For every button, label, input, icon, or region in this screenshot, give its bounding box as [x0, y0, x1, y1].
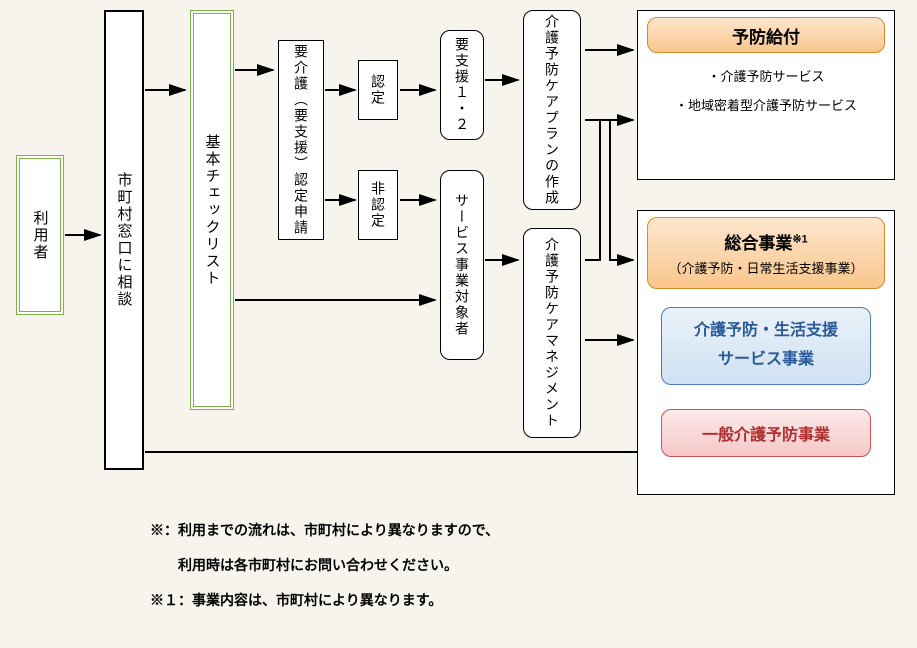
- title-comprehensive-label: 総合事業: [724, 234, 792, 253]
- node-service-target: サービス事業対象者: [440, 170, 484, 360]
- title-prevention-benefit: 予防給付: [647, 17, 885, 53]
- node-care-plan-label: 介護予防ケアプランの作成: [542, 14, 562, 206]
- node-application: 要介護（要支援）認定申請: [278, 40, 324, 240]
- node-application-label: 要介護（要支援）認定申請: [291, 44, 311, 236]
- node-support12-label: 要支援１・２: [452, 37, 472, 133]
- title-comprehensive: 総合事業※1 （介護予防・日常生活支援事業）: [647, 217, 885, 289]
- node-user-label: 利用者: [30, 210, 51, 261]
- box-red-general: 一般介護予防事業: [661, 409, 871, 457]
- node-user: 利用者: [16, 155, 64, 315]
- prevention-item-1: ・地域密着型介護予防サービス: [638, 92, 894, 121]
- node-not-certified-label: 非認定: [368, 181, 388, 229]
- node-service-target-label: サービス事業対象者: [452, 193, 472, 337]
- node-city-window: 市町村窓口に相談: [104, 10, 144, 470]
- container-prevention-benefit: 予防給付 ・介護予防サービス ・地域密着型介護予防サービス: [637, 10, 895, 180]
- node-checklist-label: 基本チェックリスト: [202, 134, 223, 287]
- container-comprehensive: 総合事業※1 （介護予防・日常生活支援事業） 介護予防・生活支援 サービス事業 …: [637, 210, 895, 495]
- node-checklist: 基本チェックリスト: [190, 10, 234, 410]
- node-care-mgmt-label: 介護予防ケアマネジメント: [542, 237, 562, 429]
- note-line-1: ※：利用までの流れは、市町村により異なりますので、: [150, 520, 499, 540]
- node-care-plan: 介護予防ケアプランの作成: [523, 10, 581, 210]
- prevention-benefit-items: ・介護予防サービス ・地域密着型介護予防サービス: [638, 63, 894, 120]
- box-blue-service: 介護予防・生活支援 サービス事業: [661, 307, 871, 385]
- node-support12: 要支援１・２: [440, 30, 484, 140]
- box-blue-service-label: 介護予防・生活支援 サービス事業: [694, 317, 838, 375]
- node-city-window-label: 市町村窓口に相談: [114, 172, 135, 308]
- node-care-mgmt: 介護予防ケアマネジメント: [523, 228, 581, 438]
- title-comprehensive-subtitle: （介護予防・日常生活支援事業）: [668, 258, 863, 277]
- node-not-certified: 非認定: [358, 170, 398, 240]
- title-comprehensive-super: ※1: [792, 233, 807, 245]
- note-line-2: 利用時は各市町村にお問い合わせください。: [178, 555, 458, 575]
- note-line-3: ※１：事業内容は、市町村により異なります。: [150, 590, 442, 610]
- title-prevention-benefit-label: 予防給付: [732, 23, 800, 48]
- box-red-general-label: 一般介護予防事業: [702, 421, 830, 445]
- prevention-item-0: ・介護予防サービス: [638, 63, 894, 92]
- node-certified: 認定: [358, 60, 398, 120]
- node-certified-label: 認定: [368, 74, 388, 106]
